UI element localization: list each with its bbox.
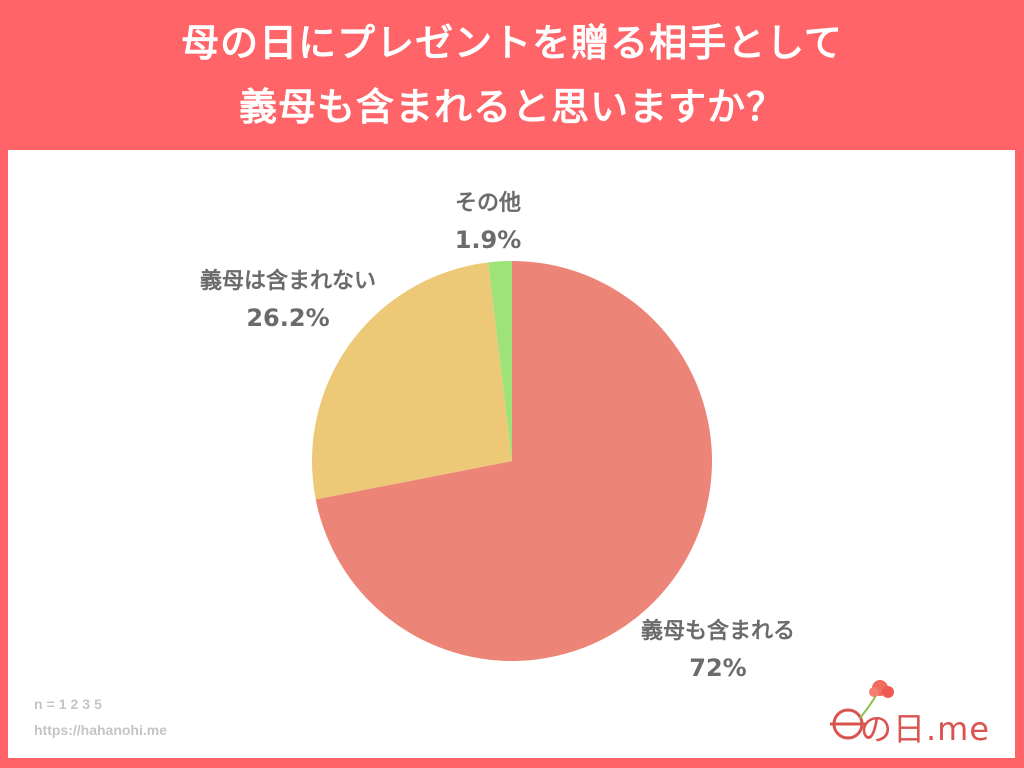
chart-title-line2: 義母も含まれると思いますか？ xyxy=(238,85,785,129)
carnation-icon xyxy=(830,680,894,740)
site-logo: の日.me xyxy=(826,678,1006,748)
pie-chart xyxy=(312,261,712,661)
label-included-name: 義母も含まれる xyxy=(640,619,795,644)
label-not-included-name: 義母は含まれない xyxy=(199,269,376,294)
label-not-included: 義母は含まれない 26.2% xyxy=(168,264,408,336)
sample-size: n=1235 xyxy=(34,696,106,712)
pie-slice-not-included xyxy=(312,262,512,500)
logo-text: の日.me xyxy=(860,710,991,748)
label-other-pct: 1.9% xyxy=(454,226,522,254)
label-included-pct: 72% xyxy=(689,654,747,682)
label-other-name: その他 xyxy=(454,191,521,216)
chart-title: 母の日にプレゼントを贈る相手として 義母も含まれると思いますか？ xyxy=(0,0,1024,150)
chart-panel: 義母も含まれる 72% 義母は含まれない 26.2% その他 1.9% n=12… xyxy=(8,150,1015,758)
pie-slice-other xyxy=(488,261,512,461)
source-url: https://hahanohi.me xyxy=(34,722,167,738)
pie-slice-included xyxy=(315,261,712,661)
label-included: 義母も含まれる 72% xyxy=(608,614,828,686)
label-not-included-pct: 26.2% xyxy=(246,304,330,332)
label-other: その他 1.9% xyxy=(428,186,548,258)
chart-title-line1: 母の日にプレゼントを贈る相手として xyxy=(181,21,843,65)
